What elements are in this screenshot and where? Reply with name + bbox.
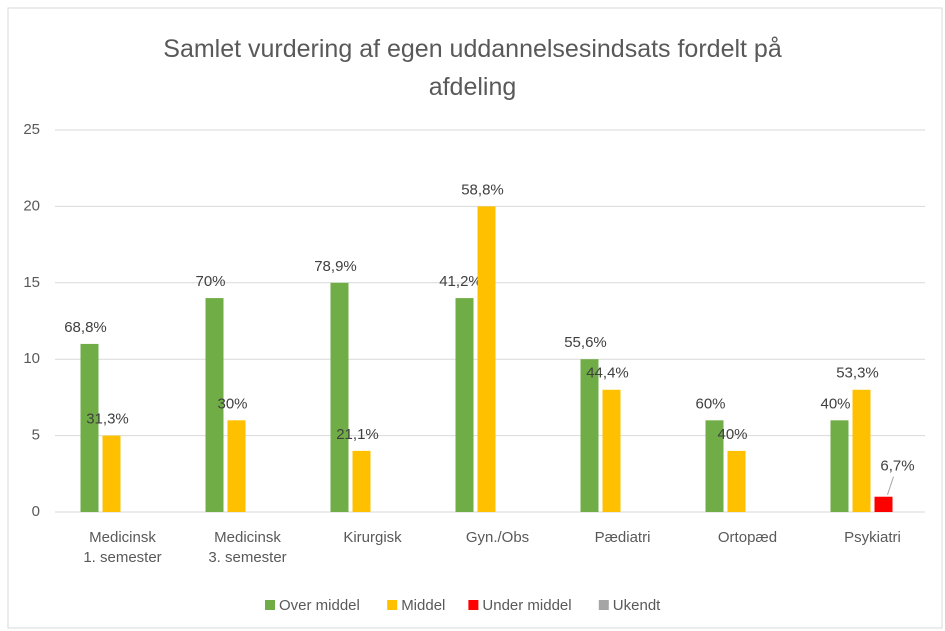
bar xyxy=(830,420,849,512)
legend-label: Over middel xyxy=(279,597,360,614)
legend-label: Ukendt xyxy=(613,597,661,614)
data-label: 58,8% xyxy=(461,181,504,198)
x-tick-label: Medicinsk 1. semester xyxy=(83,529,162,566)
legend-swatch xyxy=(265,600,275,610)
bar xyxy=(455,298,474,512)
x-tick-label: Psykiatri xyxy=(844,529,901,546)
data-label: 60% xyxy=(695,395,725,412)
bar xyxy=(352,450,371,512)
data-label: 78,9% xyxy=(314,258,357,275)
legend-label: Under middel xyxy=(482,597,571,614)
x-tick-label: Gyn./Obs xyxy=(465,529,530,546)
data-label: 40% xyxy=(820,395,850,412)
legend-swatch xyxy=(468,600,479,610)
data-label: 53,3% xyxy=(836,365,879,382)
y-tick-label: 20 xyxy=(23,197,40,214)
data-label: 21,1% xyxy=(336,426,379,443)
data-label: 30% xyxy=(217,395,247,412)
data-label: 70% xyxy=(195,273,225,290)
y-tick-label: 10 xyxy=(23,350,40,367)
bar xyxy=(602,389,621,512)
y-tick-label: 0 xyxy=(32,503,40,520)
data-label: 40% xyxy=(717,426,747,443)
bar xyxy=(852,389,871,512)
bar xyxy=(874,496,893,512)
bar xyxy=(727,450,746,512)
x-tick-label: Ortopæd xyxy=(717,529,778,546)
bar xyxy=(102,435,121,512)
x-tick-label: Medicinsk 3. semester xyxy=(208,529,287,566)
legend-swatch xyxy=(598,600,609,610)
x-tick-label: Pædiatri xyxy=(594,529,651,546)
data-label: 6,7% xyxy=(880,458,914,475)
data-label: 55,6% xyxy=(564,334,607,351)
bar xyxy=(330,282,349,512)
legend-swatch xyxy=(387,600,398,610)
bar xyxy=(227,420,246,512)
legend-label: Middel xyxy=(401,597,445,614)
bar xyxy=(205,298,224,512)
chart-border xyxy=(7,7,943,629)
y-tick-label: 5 xyxy=(32,427,40,444)
data-label: 44,4% xyxy=(586,365,629,382)
bar xyxy=(705,420,724,512)
x-tick-label: Kirurgisk xyxy=(343,529,402,546)
bar xyxy=(477,206,496,512)
data-label: 31,3% xyxy=(86,411,129,428)
chart-title: Samlet vurdering af egen uddannelsesinds… xyxy=(163,35,782,101)
leader-line xyxy=(887,476,894,495)
bar xyxy=(80,343,99,512)
data-label: 41,2% xyxy=(439,273,482,290)
data-label: 68,8% xyxy=(64,319,107,336)
bar xyxy=(580,359,599,512)
y-tick-label: 15 xyxy=(23,274,40,291)
y-tick-label: 25 xyxy=(23,121,40,138)
